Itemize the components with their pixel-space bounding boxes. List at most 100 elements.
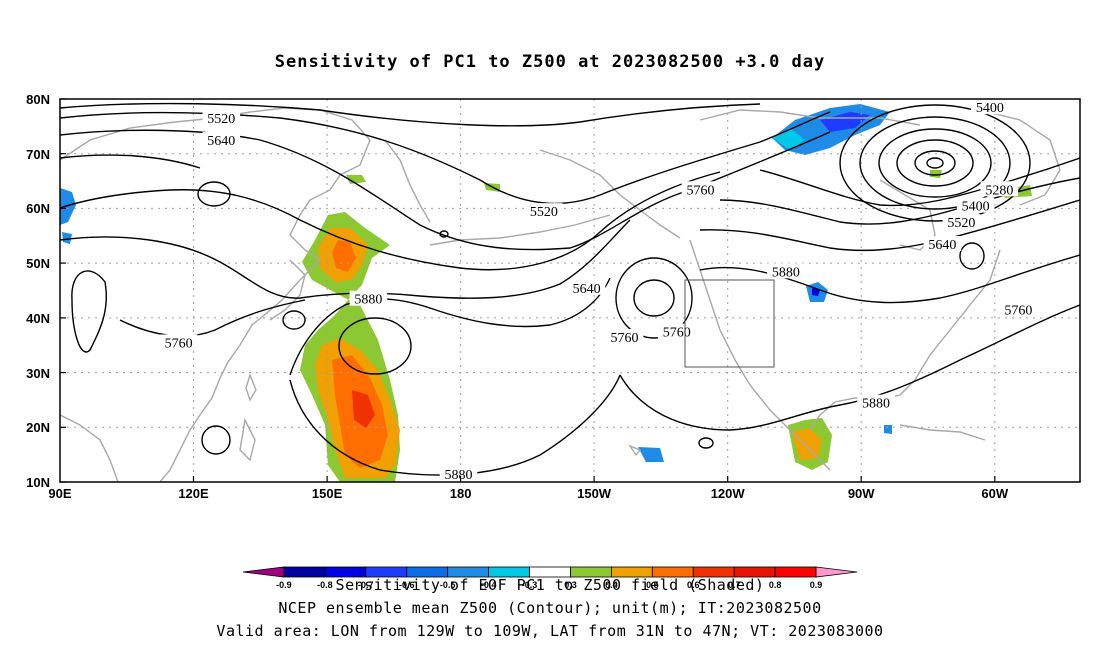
colorbar-label: -0.6	[399, 580, 415, 590]
coastlines	[60, 107, 1061, 482]
contour-label-bg	[923, 235, 962, 251]
coast-east-asia	[60, 107, 371, 482]
contour-5760-east	[699, 254, 1080, 304]
contour-label: 5400	[962, 200, 990, 215]
contour-label-bg	[159, 334, 198, 350]
shade-kuril-red-north	[332, 240, 356, 272]
contour-label-bg	[956, 197, 995, 213]
contour-label: 5760	[663, 326, 691, 341]
colorbar-label: 0.9	[810, 580, 823, 590]
caption-contour: NCEP ensemble mean Z500 (Contour); unit(…	[278, 599, 822, 617]
low-ring-6	[926, 157, 944, 169]
shade-arctic-darkblue	[820, 112, 870, 132]
colorbar-label: -0.4	[481, 580, 497, 590]
plot-frame	[59, 98, 1081, 483]
lon-label: 120W	[711, 486, 746, 501]
contour-high-left	[60, 154, 201, 169]
contour-5760-west	[60, 171, 721, 271]
caption-shading: Sensitivity of EOF PC1 to Z500 field (Sh…	[335, 576, 765, 594]
tick-marks	[60, 98, 996, 483]
contour-label-bg	[349, 290, 388, 306]
lat-label: 30N	[26, 366, 50, 381]
lon-label: 120E	[178, 486, 209, 501]
cutoff-low-ring-1	[615, 257, 693, 339]
contour-top-1	[60, 102, 761, 127]
contour-5880-west	[289, 277, 611, 376]
contour-label-bg	[767, 263, 805, 279]
coast-japan	[269, 259, 306, 321]
coast-philippines	[239, 417, 256, 462]
contour-label-bg	[525, 203, 563, 219]
shade-centralamerica-orange	[792, 428, 822, 460]
lon-label: 180	[450, 486, 472, 501]
coast-hudson	[879, 179, 936, 251]
contour-label: 5640	[573, 282, 601, 297]
colorbar-label: -0.7	[358, 580, 374, 590]
contour-label: 5880	[354, 293, 382, 308]
small-ring-4	[959, 242, 985, 270]
colorbar-label: 0.7	[728, 580, 741, 590]
contour-label-bg	[202, 132, 241, 148]
coast-alaska	[539, 149, 681, 239]
shade-greatlakes-dark	[812, 288, 820, 296]
colorbar-label: 0.3	[564, 580, 577, 590]
shade-small-cyan-2	[884, 425, 892, 434]
small-ring-6	[439, 230, 449, 238]
valid-area-box	[684, 279, 775, 368]
lon-label: 150W	[577, 486, 612, 501]
contour-label: 5640	[207, 134, 235, 149]
contour-label: 5280	[985, 183, 1013, 198]
coast-hawaii	[628, 444, 642, 457]
contour-label-bg	[439, 465, 478, 481]
coast-na-arctic	[699, 109, 921, 126]
small-ring-2	[282, 310, 306, 330]
contour-label: 5400	[976, 101, 1004, 116]
shade-west-cyan-small	[62, 232, 72, 244]
contour-label-bg	[202, 110, 241, 126]
contour-label: 5880	[772, 265, 800, 280]
coast-taiwan	[245, 372, 257, 402]
contour-label: 5640	[928, 238, 956, 253]
low-ring-5	[914, 150, 956, 176]
colorbar-label: -0.5	[440, 580, 456, 590]
lat-label: 20N	[26, 420, 50, 435]
shade-central-darkred	[352, 390, 375, 428]
contour-label: 5520	[207, 112, 235, 127]
contour-label-bg	[605, 329, 644, 345]
lat-lon-grid	[60, 99, 1080, 482]
contour-label-bg	[857, 394, 895, 410]
contour-label: 5760	[165, 336, 193, 351]
colorbar-label: 0.8	[769, 580, 782, 590]
lat-label: 70N	[26, 147, 50, 162]
contour-5760-sw	[119, 299, 306, 337]
small-ring-1	[197, 181, 231, 207]
coast-kamchatka	[384, 139, 431, 223]
lon-axis-labels: 90E 120E 150E 180 150W 120W 90W 60W	[48, 486, 1008, 501]
contour-label-bg	[567, 279, 606, 295]
lon-label: 150E	[312, 486, 343, 501]
low-ring-2	[859, 116, 1011, 210]
small-ring-5	[698, 437, 714, 449]
lat-label: 10N	[26, 475, 50, 490]
colorbar-label: -0.8	[317, 580, 333, 590]
contour-label: 5520	[947, 216, 975, 231]
coast-na-west	[689, 239, 831, 471]
contour-label-bg	[942, 214, 981, 230]
kuril-ring	[338, 317, 412, 375]
contour-5400-east	[759, 157, 1080, 207]
shade-small-cyan-1	[638, 447, 664, 462]
contour-label: 5760	[1004, 304, 1032, 319]
map-title: Sensitivity of PC1 to Z500 at 2023082500…	[274, 52, 826, 72]
lon-label: 90E	[48, 486, 71, 501]
lat-label: 60N	[26, 201, 50, 216]
low-ring-1	[839, 104, 1031, 222]
contour-5640-east	[699, 199, 1080, 252]
contour-label: 5880	[862, 397, 890, 412]
low-ring-3	[878, 128, 992, 198]
low-ring-4	[896, 139, 974, 187]
lon-label: 90W	[848, 486, 875, 501]
colorbar-label: -0.9	[276, 580, 292, 590]
contour-label-bg	[980, 181, 1019, 197]
lat-label: 80N	[26, 92, 50, 107]
